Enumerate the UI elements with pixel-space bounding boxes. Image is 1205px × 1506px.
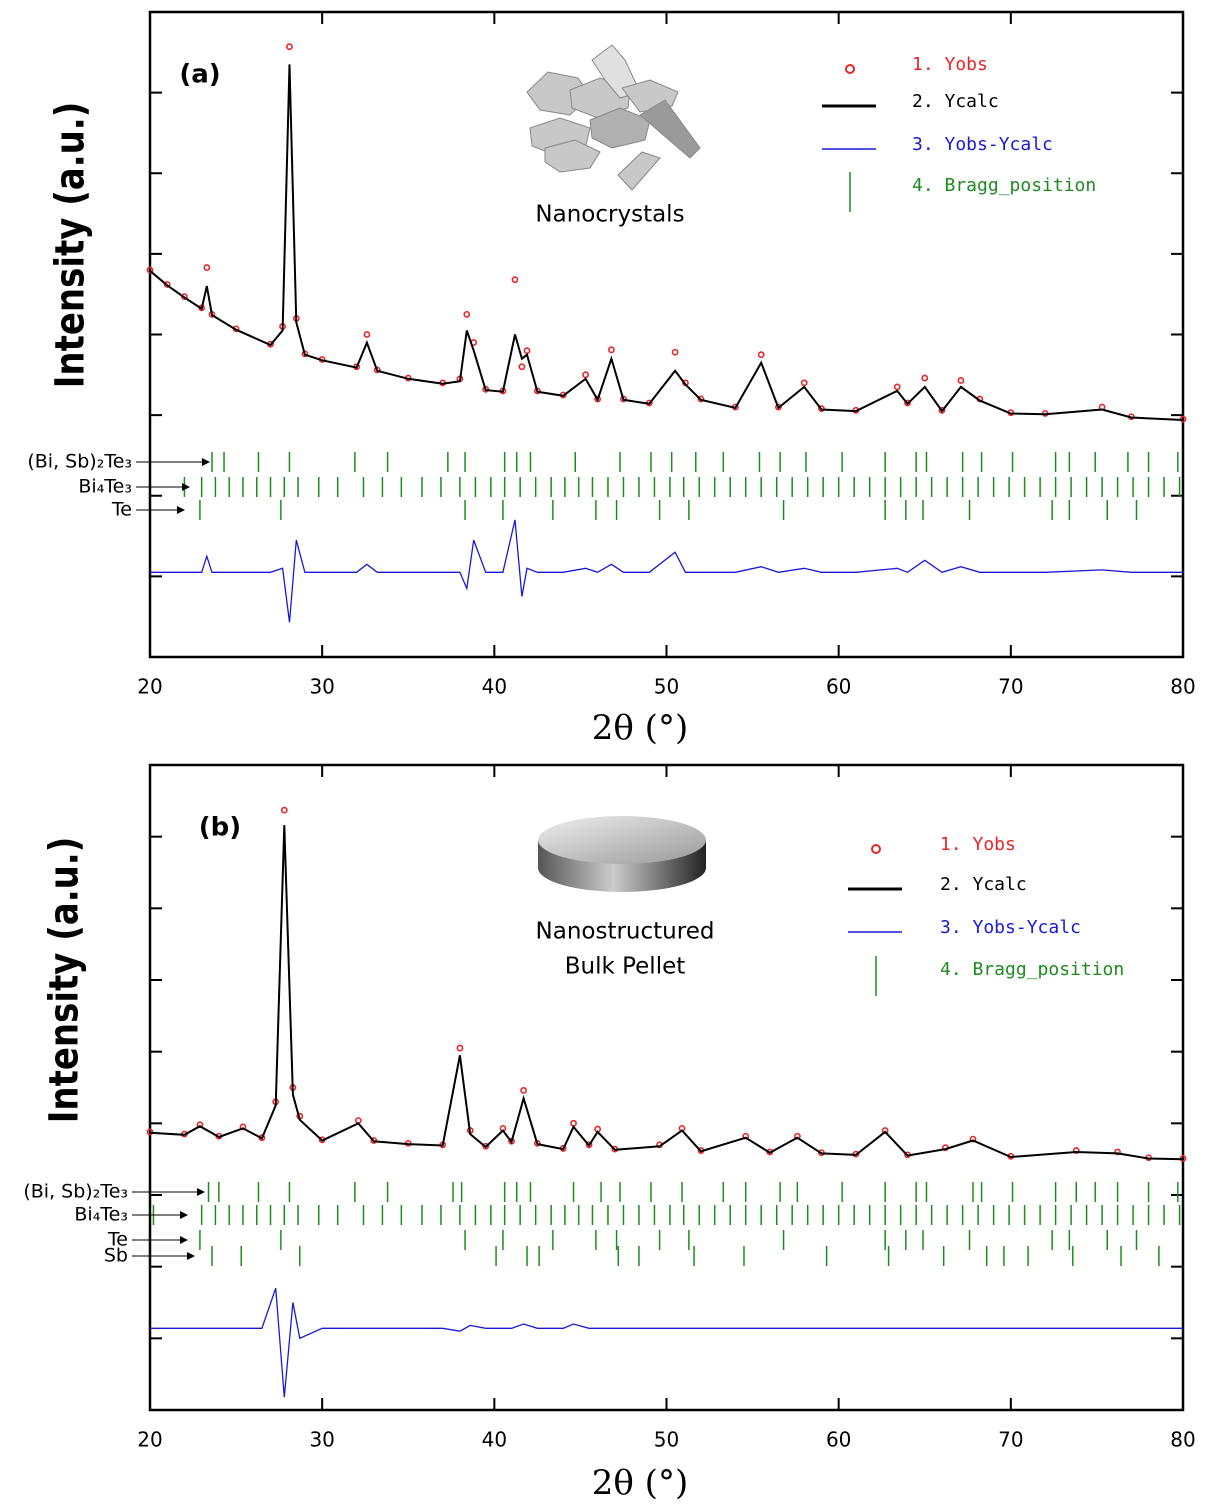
phase-label: Te (107, 1229, 128, 1251)
phase-arrowhead (187, 1252, 195, 1260)
x-tick-label: 40 (482, 1428, 507, 1452)
yobs-point (363, 331, 371, 338)
legend-label: 2. Ycalc (940, 874, 1027, 895)
yobs-point (196, 1121, 204, 1129)
x-tick-label: 20 (137, 1428, 162, 1452)
x-tick-label: 80 (1170, 1428, 1195, 1452)
yobs-point (203, 264, 211, 271)
legend-label: 4. Bragg_position (940, 959, 1124, 980)
yobs-point (582, 371, 589, 379)
y-axis-label: Intensity (a.u.) (41, 837, 87, 1123)
yobs-point (893, 383, 901, 391)
yobs-point (1072, 1147, 1080, 1154)
pellet-icon (538, 816, 706, 892)
difference-line (150, 519, 1183, 623)
phase-label: Bi₄Te₃ (78, 476, 132, 498)
yobs-point (482, 1142, 490, 1150)
phase-arrowhead (180, 1211, 188, 1219)
yobs-point (904, 399, 911, 407)
phase-label: (Bi, Sb)₂Te₃ (23, 1181, 128, 1203)
ycalc-line (149, 64, 1184, 421)
yobs-point (800, 379, 808, 387)
x-axis-label: 2θ (°) (592, 708, 688, 748)
yobs-point (957, 377, 965, 384)
phase-arrowhead (197, 1188, 205, 1196)
ycalc-line (149, 825, 1184, 1161)
yobs-point (463, 310, 471, 318)
x-tick-label: 70 (998, 1428, 1023, 1452)
phase-label: Bi₄Te₃ (74, 1204, 128, 1226)
yobs-point (938, 406, 946, 414)
phase-arrowhead (202, 458, 210, 466)
yobs-point (570, 1119, 577, 1127)
nanocrystal-icon (526, 44, 701, 191)
yobs-point (969, 1135, 977, 1143)
y-axis-label: Intensity (a.u.) (47, 102, 93, 388)
yobs-point (286, 43, 293, 51)
yobs-point (671, 348, 679, 356)
yobs-point (1114, 1148, 1121, 1156)
yobs-point (511, 276, 519, 284)
yobs-point (585, 1141, 593, 1149)
legend-label: 4. Bragg_position (912, 175, 1096, 196)
x-tick-label: 30 (309, 1428, 334, 1452)
yobs-point (456, 1044, 464, 1052)
yobs-point (757, 351, 765, 359)
yobs-point (921, 374, 929, 382)
phase-label: Te (111, 499, 132, 521)
yobs-point (239, 1123, 247, 1131)
legend-label: 2. Ycalc (912, 91, 999, 112)
legend-marker (871, 844, 881, 854)
x-tick-label: 50 (654, 675, 679, 699)
legend-label: 3. Yobs-Ycalc (940, 917, 1081, 938)
icon-caption: Nanostructured (536, 919, 715, 945)
panel-label: (a) (179, 60, 220, 90)
yobs-point (520, 1086, 528, 1094)
phase-label: Sb (104, 1245, 128, 1267)
x-tick-label: 80 (1170, 675, 1195, 699)
phase-arrowhead (182, 483, 190, 491)
x-tick-label: 50 (654, 1428, 679, 1452)
x-axis-label: 2θ (°) (592, 1463, 688, 1502)
phase-arrowhead (177, 506, 185, 514)
icon-caption: Nanocrystals (535, 202, 684, 228)
legend-label: 1. Yobs (940, 834, 1016, 855)
yobs-point (280, 806, 288, 814)
yobs-point (608, 346, 615, 354)
legend-marker (845, 64, 855, 74)
phase-arrowhead (180, 1236, 188, 1244)
yobs-point (523, 347, 531, 355)
x-tick-label: 70 (998, 675, 1023, 699)
legend-label: 1. Yobs (912, 54, 988, 75)
yobs-point (518, 363, 526, 371)
yobs-point (482, 385, 490, 393)
x-tick-label: 20 (137, 675, 162, 699)
yobs-point (373, 366, 381, 374)
x-tick-label: 30 (309, 675, 334, 699)
icon-caption: Bulk Pellet (565, 954, 686, 980)
difference-line (150, 1287, 1183, 1398)
yobs-point (163, 281, 171, 288)
panel-label: (b) (199, 813, 241, 843)
legend-label: 3. Yobs-Ycalc (912, 134, 1053, 155)
yobs-point (697, 395, 705, 403)
phase-label: (Bi, Sb)₂Te₃ (27, 451, 132, 473)
yobs-point (146, 266, 154, 274)
x-tick-label: 40 (482, 675, 507, 699)
x-tick-label: 60 (826, 1428, 851, 1452)
x-tick-label: 60 (826, 675, 851, 699)
